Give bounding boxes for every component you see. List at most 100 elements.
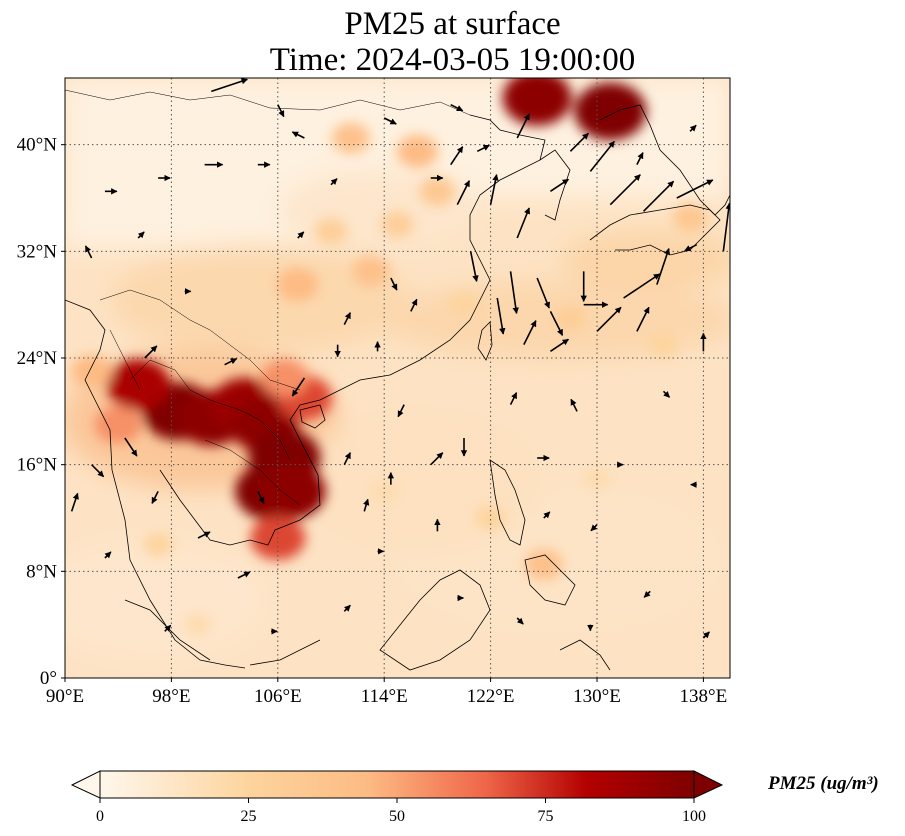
pm25-hotspot [524,549,563,581]
wind-arrow [257,490,265,504]
wind-arrow [589,140,615,172]
map-title: PM25 at surface [344,6,561,42]
wind-arrow [469,251,479,282]
gridlines [65,78,730,678]
wind-arrow [662,390,671,398]
wind-arrow [197,531,211,539]
pm25-hotspot [502,78,572,126]
colorbar-extend-max [693,770,724,799]
wind-arrow [383,117,397,125]
wind-arrow [516,617,524,625]
wind-arrow [543,511,551,519]
wind-arrow [151,490,159,504]
colorbar: 0 25 50 75 100 [70,770,724,825]
wind-arrow [722,202,730,252]
wind-arrow [410,298,418,312]
wind-arrow [702,631,710,639]
wind-arrow [642,180,675,212]
lat-tick-label: 16°N [17,455,58,476]
wind-arrow [523,320,537,346]
pm25-hotspot [475,506,506,530]
lat-tick-label: 0° [40,668,57,689]
wind-arrow [496,297,506,335]
wind-arrow [536,277,550,309]
colorbar-tick-label: 100 [682,808,706,825]
wind-arrow [237,571,251,579]
colorbar-gradient [99,770,695,799]
wind-arrow [104,551,112,559]
wind-arrow [689,124,697,132]
pm25-hotspot [314,218,348,245]
pm25-hotspot [106,359,170,411]
wind-arrow [390,277,398,291]
wind-arrow [570,398,578,412]
wind-arrow [144,345,158,359]
pm25-hotspot [331,122,371,154]
wind-arrow [291,377,306,397]
wind-arrow [137,231,145,239]
lat-tick-label: 40°N [17,135,58,156]
pm25-hotspot [94,405,142,444]
wind-arrow [91,464,105,478]
pm25-hotspot [419,177,456,206]
wind-arrow [676,179,714,199]
wind-arrow [84,245,93,259]
colorbar-label: PM25 (ug/m³) [768,773,879,794]
pm25-hotspot [184,613,212,636]
pm25-hotspots [71,78,708,636]
lat-tick-label: 8°N [26,561,57,582]
wind-arrow [643,590,651,598]
colorbar-ticks: 0 25 50 75 100 [96,798,706,825]
wind-arrow [569,132,589,152]
country-borders [65,89,471,506]
wind-arrow [509,392,518,406]
map-frame [64,77,731,679]
longitude-axis: 90°E 98°E 106°E 114°E 122°E 130°E 138°E [46,678,727,707]
wind-arrow [684,243,698,252]
wind-arrow [636,306,650,332]
wind-arrow [623,273,661,299]
pm25-hotspot [351,255,391,287]
latitude-axis: 0° 8°N 16°N 24°N 32°N 40°N [17,135,65,689]
colorbar-tick-label: 75 [538,808,554,825]
pm25-hotspot [381,211,414,238]
lon-tick-label: 106°E [254,686,302,707]
wind-arrow [636,152,644,166]
wind-arrow [450,146,464,166]
pm25-hotspot [583,467,611,489]
lon-tick-label: 122°E [467,686,515,707]
pm25-hotspot [449,292,479,317]
pm25-hotspot [574,82,647,141]
lat-tick-label: 32°N [17,241,58,262]
map-plot-area [65,78,730,678]
wind-arrow [363,498,370,512]
wind-arrow [164,624,172,632]
lon-tick-label: 90°E [46,686,84,707]
wind-arrow [291,131,305,139]
wind-arrow [124,437,138,457]
pm25-hotspot [261,359,308,397]
wind-arrow [456,180,471,206]
pm25-hotspot [277,268,319,302]
lon-tick-label: 138°E [680,686,728,707]
pm25-hotspot [648,332,679,357]
colorbar-tick-label: 50 [389,808,405,825]
lon-tick-label: 98°E [152,686,190,707]
wind-arrow [509,271,519,314]
pm25-hotspot [672,203,708,233]
map-subtitle-time: Time: 2024-03-05 19:00:00 [269,42,636,78]
wind-arrow [430,452,444,466]
wind-arrow [516,113,530,139]
wind-arrow [450,103,464,112]
colorbar-tick-label: 25 [241,808,257,825]
wind-arrow [397,404,405,418]
wind-vectors [70,78,730,639]
wind-arrow [297,231,305,239]
pm25-hotspot [554,304,587,332]
pm25-hotspot [396,134,439,168]
wind-arrow [343,452,352,466]
wind-arrow [476,144,490,153]
wind-arrow [596,306,622,332]
wind-arrow [330,178,338,186]
